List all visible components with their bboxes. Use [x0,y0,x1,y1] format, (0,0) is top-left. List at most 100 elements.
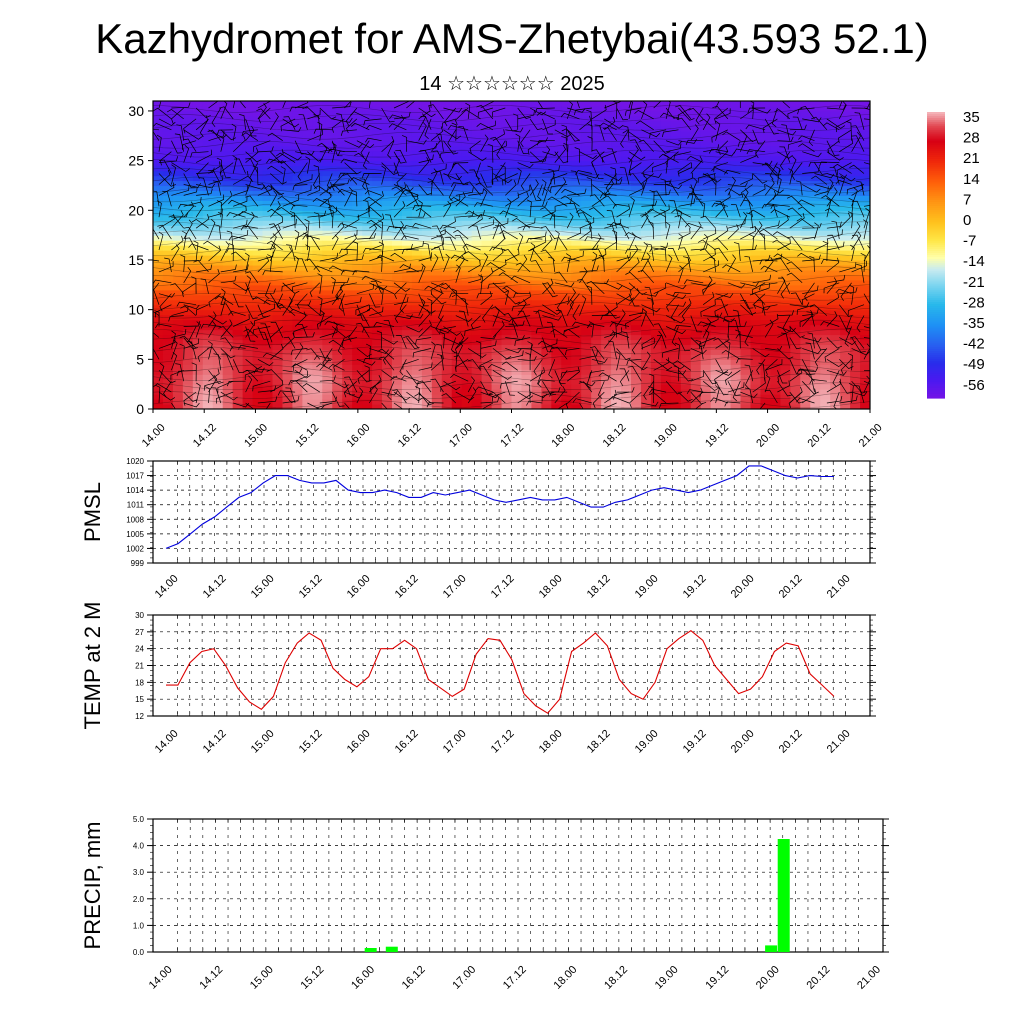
temperature-cell [720,374,732,380]
temperature-cell [640,180,652,187]
temperature-cell [760,220,772,226]
temperature-cell [730,170,742,177]
temperature-cell [352,259,363,266]
temperature-cell [561,185,572,192]
temperature-cell [720,165,732,172]
wind-barb [270,321,284,338]
temperature-cell [551,304,562,311]
temperature-cell [700,195,712,201]
temperature-cell [700,324,712,331]
temperature-cell [332,105,343,112]
temperature-cell [162,160,174,167]
temperature-cell [411,125,423,132]
temperature-cell [431,180,443,187]
temperature-cell [332,101,343,107]
temperature-cell [820,399,831,405]
wind-barb [314,185,333,196]
temperature-cell [730,175,742,182]
wind-barb [359,178,370,196]
temperature-cell [521,324,533,331]
temperature-cell [740,240,752,246]
temperature-cell [382,279,393,286]
temperature-cell [571,205,582,211]
temperature-cell [501,215,513,221]
temperature-cell [621,165,632,172]
wind-barb [182,140,197,150]
temperature-cell [531,150,542,157]
temperature-cell [790,359,801,365]
wind-barb [326,184,345,193]
temperature-cell [650,115,662,122]
temperature-cell [800,324,811,331]
temperature-cell [411,101,423,107]
temperature-cell [680,150,692,157]
temperature-cell [272,160,284,167]
temperature-cell [541,284,552,291]
temperature-cell [491,369,503,375]
temperature-cell [551,200,562,206]
temperature-cell [561,379,572,385]
temperature-cell [551,349,562,355]
temperature-cell [431,175,443,182]
temperature-cell [700,349,712,355]
wind-barb [266,240,283,251]
temperature-cell [431,250,443,256]
temperature-cell [810,101,821,107]
temperature-cell [760,259,772,266]
temperature-cell [700,150,712,157]
temperature-cell [252,379,264,385]
wind-barb [245,282,258,299]
temperature-cell [471,299,483,306]
temperature-cell [511,289,523,296]
temperature-cell [451,279,463,286]
temperature-cell [670,304,682,311]
temperature-cell [272,105,284,112]
temperature-cell [521,130,533,137]
wind-barb [270,216,284,229]
temperature-cell [491,101,503,107]
temperature-cell [551,125,562,132]
wind-barb [282,118,300,128]
temperature-cell [750,359,762,365]
temperature-cell [332,324,343,331]
wind-barb [208,161,221,174]
temperature-cell [153,110,164,117]
temperature-cell [491,284,503,291]
temperature-cell [162,170,174,177]
temperature-cell [770,324,781,331]
wind-barb [307,109,321,120]
temperature-cell [302,329,313,336]
temperature-cell [780,175,791,182]
temperature-cell [302,250,313,256]
temperature-cell [382,220,393,226]
temperature-cell [312,190,323,196]
temperature-cell [601,120,612,127]
temperature-cell [172,255,184,261]
temperature-cell [182,349,194,355]
wind-barb [298,113,308,130]
temperature-cell [810,110,821,117]
temperature-cell [441,324,453,331]
temperature-cell [850,399,861,405]
temperature-cell [820,235,831,241]
temperature-cell [830,364,841,370]
temperature-cell [790,334,801,341]
temperature-cell [750,125,762,132]
temperature-cell [700,364,712,370]
temperature-cell [232,374,244,380]
temperature-cell [850,394,861,400]
temperature-cell [332,165,343,172]
temperature-cell [282,255,294,261]
temperature-cell [760,404,772,409]
temperature-cell [531,140,542,147]
temperature-cell [461,339,473,346]
temperature-cell [352,110,363,117]
wind-barb [331,173,345,191]
temperature-cell [621,140,632,147]
temperature-cell [172,120,184,127]
temperature-cell [670,185,682,192]
temperature-cell [690,105,702,112]
temperature-cell [471,230,483,236]
temperature-cell [372,269,383,276]
temperature-cell [242,220,254,226]
